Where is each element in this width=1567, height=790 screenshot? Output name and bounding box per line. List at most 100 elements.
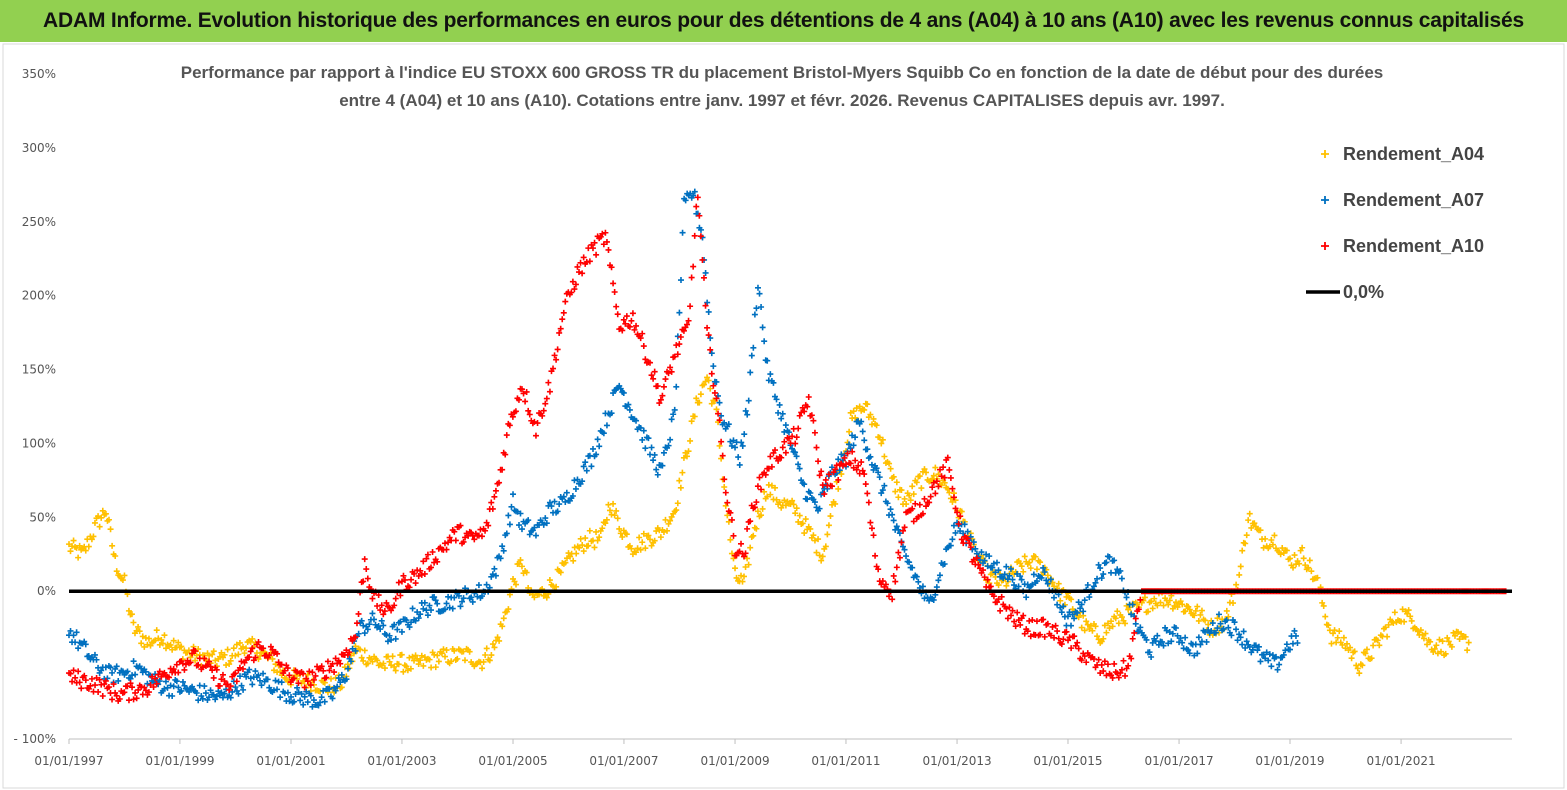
data-point xyxy=(1024,628,1031,635)
y-tick-label: 200% xyxy=(22,289,56,303)
data-point xyxy=(523,569,530,576)
data-point xyxy=(344,665,351,672)
data-point xyxy=(839,462,846,469)
data-point xyxy=(882,581,889,588)
data-point xyxy=(124,683,131,690)
data-point xyxy=(741,553,748,560)
data-point xyxy=(667,517,674,524)
data-point xyxy=(1351,648,1358,655)
data-point xyxy=(398,578,405,585)
data-point xyxy=(380,611,387,618)
data-point xyxy=(833,470,840,477)
data-point xyxy=(1017,573,1024,580)
data-point xyxy=(497,555,504,562)
data-point xyxy=(878,440,885,447)
data-point xyxy=(1212,629,1219,636)
data-point xyxy=(861,406,868,413)
data-point xyxy=(819,553,826,560)
data-point xyxy=(310,697,317,704)
data-point xyxy=(1001,571,1008,578)
data-point xyxy=(369,595,376,602)
data-point xyxy=(381,665,388,672)
data-point xyxy=(935,483,942,490)
data-point xyxy=(349,645,356,652)
data-point xyxy=(375,592,382,599)
data-point xyxy=(761,488,768,495)
data-point xyxy=(300,701,307,708)
data-point xyxy=(930,597,937,604)
data-point xyxy=(386,632,393,639)
data-point xyxy=(434,600,441,607)
data-point xyxy=(873,422,880,429)
data-point xyxy=(670,411,677,418)
data-point xyxy=(398,651,405,658)
data-point xyxy=(679,469,686,476)
data-point xyxy=(668,368,675,375)
data-point xyxy=(735,454,742,461)
data-point xyxy=(153,627,160,634)
data-point xyxy=(1104,661,1111,668)
data-point xyxy=(682,449,689,456)
data-point xyxy=(563,489,570,496)
data-point xyxy=(816,472,823,479)
data-point xyxy=(499,623,506,630)
data-point xyxy=(427,564,434,571)
data-point xyxy=(952,529,959,536)
data-point xyxy=(935,577,942,584)
data-point xyxy=(298,690,305,697)
data-point xyxy=(411,657,418,664)
data-point xyxy=(1248,524,1255,531)
data-point xyxy=(1166,629,1173,636)
data-point xyxy=(1269,652,1276,659)
data-point xyxy=(1109,623,1116,630)
data-point xyxy=(556,329,563,336)
data-point xyxy=(676,309,683,316)
data-point xyxy=(518,563,525,570)
data-point xyxy=(226,687,233,693)
data-point xyxy=(489,505,496,512)
data-point xyxy=(1055,580,1062,587)
data-point xyxy=(199,664,206,671)
data-point xyxy=(164,684,171,691)
data-point xyxy=(685,317,692,324)
data-point xyxy=(772,484,779,491)
data-point xyxy=(269,646,276,653)
data-point xyxy=(903,553,910,560)
data-point xyxy=(626,406,633,413)
data-point xyxy=(346,649,353,656)
data-point xyxy=(798,409,805,416)
data-point xyxy=(432,664,439,671)
data-point xyxy=(1174,604,1181,611)
data-point xyxy=(1306,557,1313,564)
data-point xyxy=(1385,621,1392,628)
data-point xyxy=(1291,552,1298,559)
data-point xyxy=(247,648,254,655)
data-point xyxy=(608,410,615,417)
data-point xyxy=(926,499,933,506)
data-point xyxy=(1089,627,1096,634)
data-point xyxy=(835,456,842,463)
data-point xyxy=(1054,601,1061,608)
data-point xyxy=(1260,651,1267,658)
data-point xyxy=(667,436,674,443)
data-point xyxy=(560,309,567,316)
data-point xyxy=(212,696,219,703)
data-point xyxy=(1296,560,1303,567)
data-point xyxy=(964,535,971,542)
data-point xyxy=(98,667,105,674)
data-point xyxy=(1302,562,1309,569)
data-point xyxy=(215,688,222,695)
data-point xyxy=(879,578,886,585)
data-point xyxy=(884,500,891,507)
data-point xyxy=(509,413,516,420)
data-point xyxy=(1179,639,1186,646)
data-point xyxy=(85,685,92,692)
data-point xyxy=(492,487,499,494)
data-point xyxy=(901,546,908,553)
data-point xyxy=(941,479,948,486)
data-point xyxy=(937,466,944,473)
data-point xyxy=(1012,623,1019,630)
legend: Rendement_A04 Rendement_A07 Rendement_A10 0… xyxy=(1290,134,1500,314)
data-point xyxy=(294,684,301,691)
data-point xyxy=(300,670,307,677)
